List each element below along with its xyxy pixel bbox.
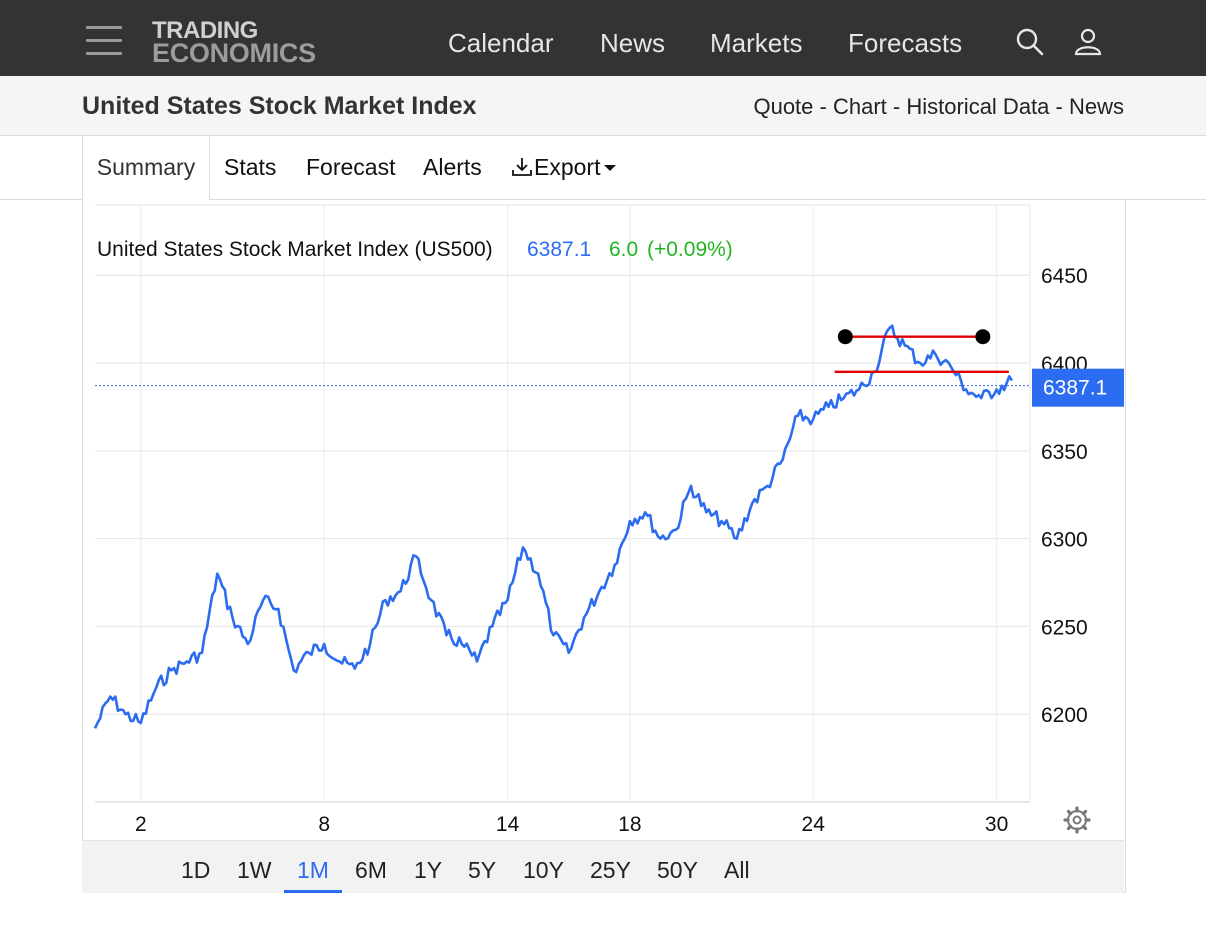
range-10y[interactable]: 10Y — [523, 857, 564, 883]
top-navigation-bar: TRADING ECONOMICS Calendar News Markets … — [0, 0, 1206, 76]
link-separator: - — [892, 94, 901, 119]
search-icon[interactable] — [1014, 26, 1046, 58]
tab-export[interactable]: Export — [510, 136, 617, 199]
nav-forecasts[interactable]: Forecasts — [848, 28, 963, 58]
link-chart[interactable]: Chart — [832, 94, 887, 119]
tab-forecast[interactable]: Forecast — [306, 154, 396, 180]
range-1d[interactable]: 1D — [181, 857, 211, 883]
download-icon — [512, 158, 532, 176]
page-title: United States Stock Market Index — [82, 92, 477, 120]
export-label: Export — [534, 154, 601, 180]
tab-alerts[interactable]: Alerts — [423, 154, 482, 180]
range-1w[interactable]: 1W — [237, 857, 272, 883]
range-50y[interactable]: 50Y — [657, 857, 698, 883]
chart-container — [82, 200, 1126, 893]
range-25y[interactable]: 25Y — [590, 857, 631, 883]
hamburger-menu-icon[interactable] — [86, 26, 122, 56]
tab-stats[interactable]: Stats — [224, 154, 277, 180]
range-6m[interactable]: 6M — [355, 857, 387, 883]
range-5y[interactable]: 5Y — [468, 857, 497, 883]
trading-economics-logo[interactable]: TRADING ECONOMICS — [152, 17, 316, 68]
logo-line-2: ECONOMICS — [152, 38, 316, 68]
range-1y[interactable]: 1Y — [414, 857, 443, 883]
link-separator: - — [819, 94, 827, 119]
chevron-down-icon — [604, 165, 617, 171]
page-subheader: United States Stock Market Index Quote -… — [0, 76, 1206, 136]
link-quote[interactable]: Quote — [753, 94, 814, 119]
link-news[interactable]: News — [1068, 94, 1124, 119]
tab-bar: Summary Stats Forecast Alerts Export — [0, 136, 1206, 200]
nav-calendar[interactable]: Calendar — [448, 28, 554, 58]
range-1m[interactable]: 1M — [284, 857, 342, 893]
link-historical-data[interactable]: Historical Data — [906, 94, 1050, 119]
logo-line-1: TRADING — [152, 17, 258, 44]
link-separator: - — [1055, 94, 1063, 119]
nav-news[interactable]: News — [600, 28, 666, 58]
page-section-links: Quote - Chart - Historical Data - News — [753, 94, 1124, 120]
tab-summary[interactable]: Summary — [82, 136, 210, 200]
range-all[interactable]: All — [724, 857, 750, 883]
user-icon[interactable] — [1072, 26, 1104, 58]
range-selector: 1D 1W 1M 6M 1Y 5Y 10Y 25Y 50Y All — [82, 840, 1124, 893]
nav-markets[interactable]: Markets — [710, 28, 803, 58]
